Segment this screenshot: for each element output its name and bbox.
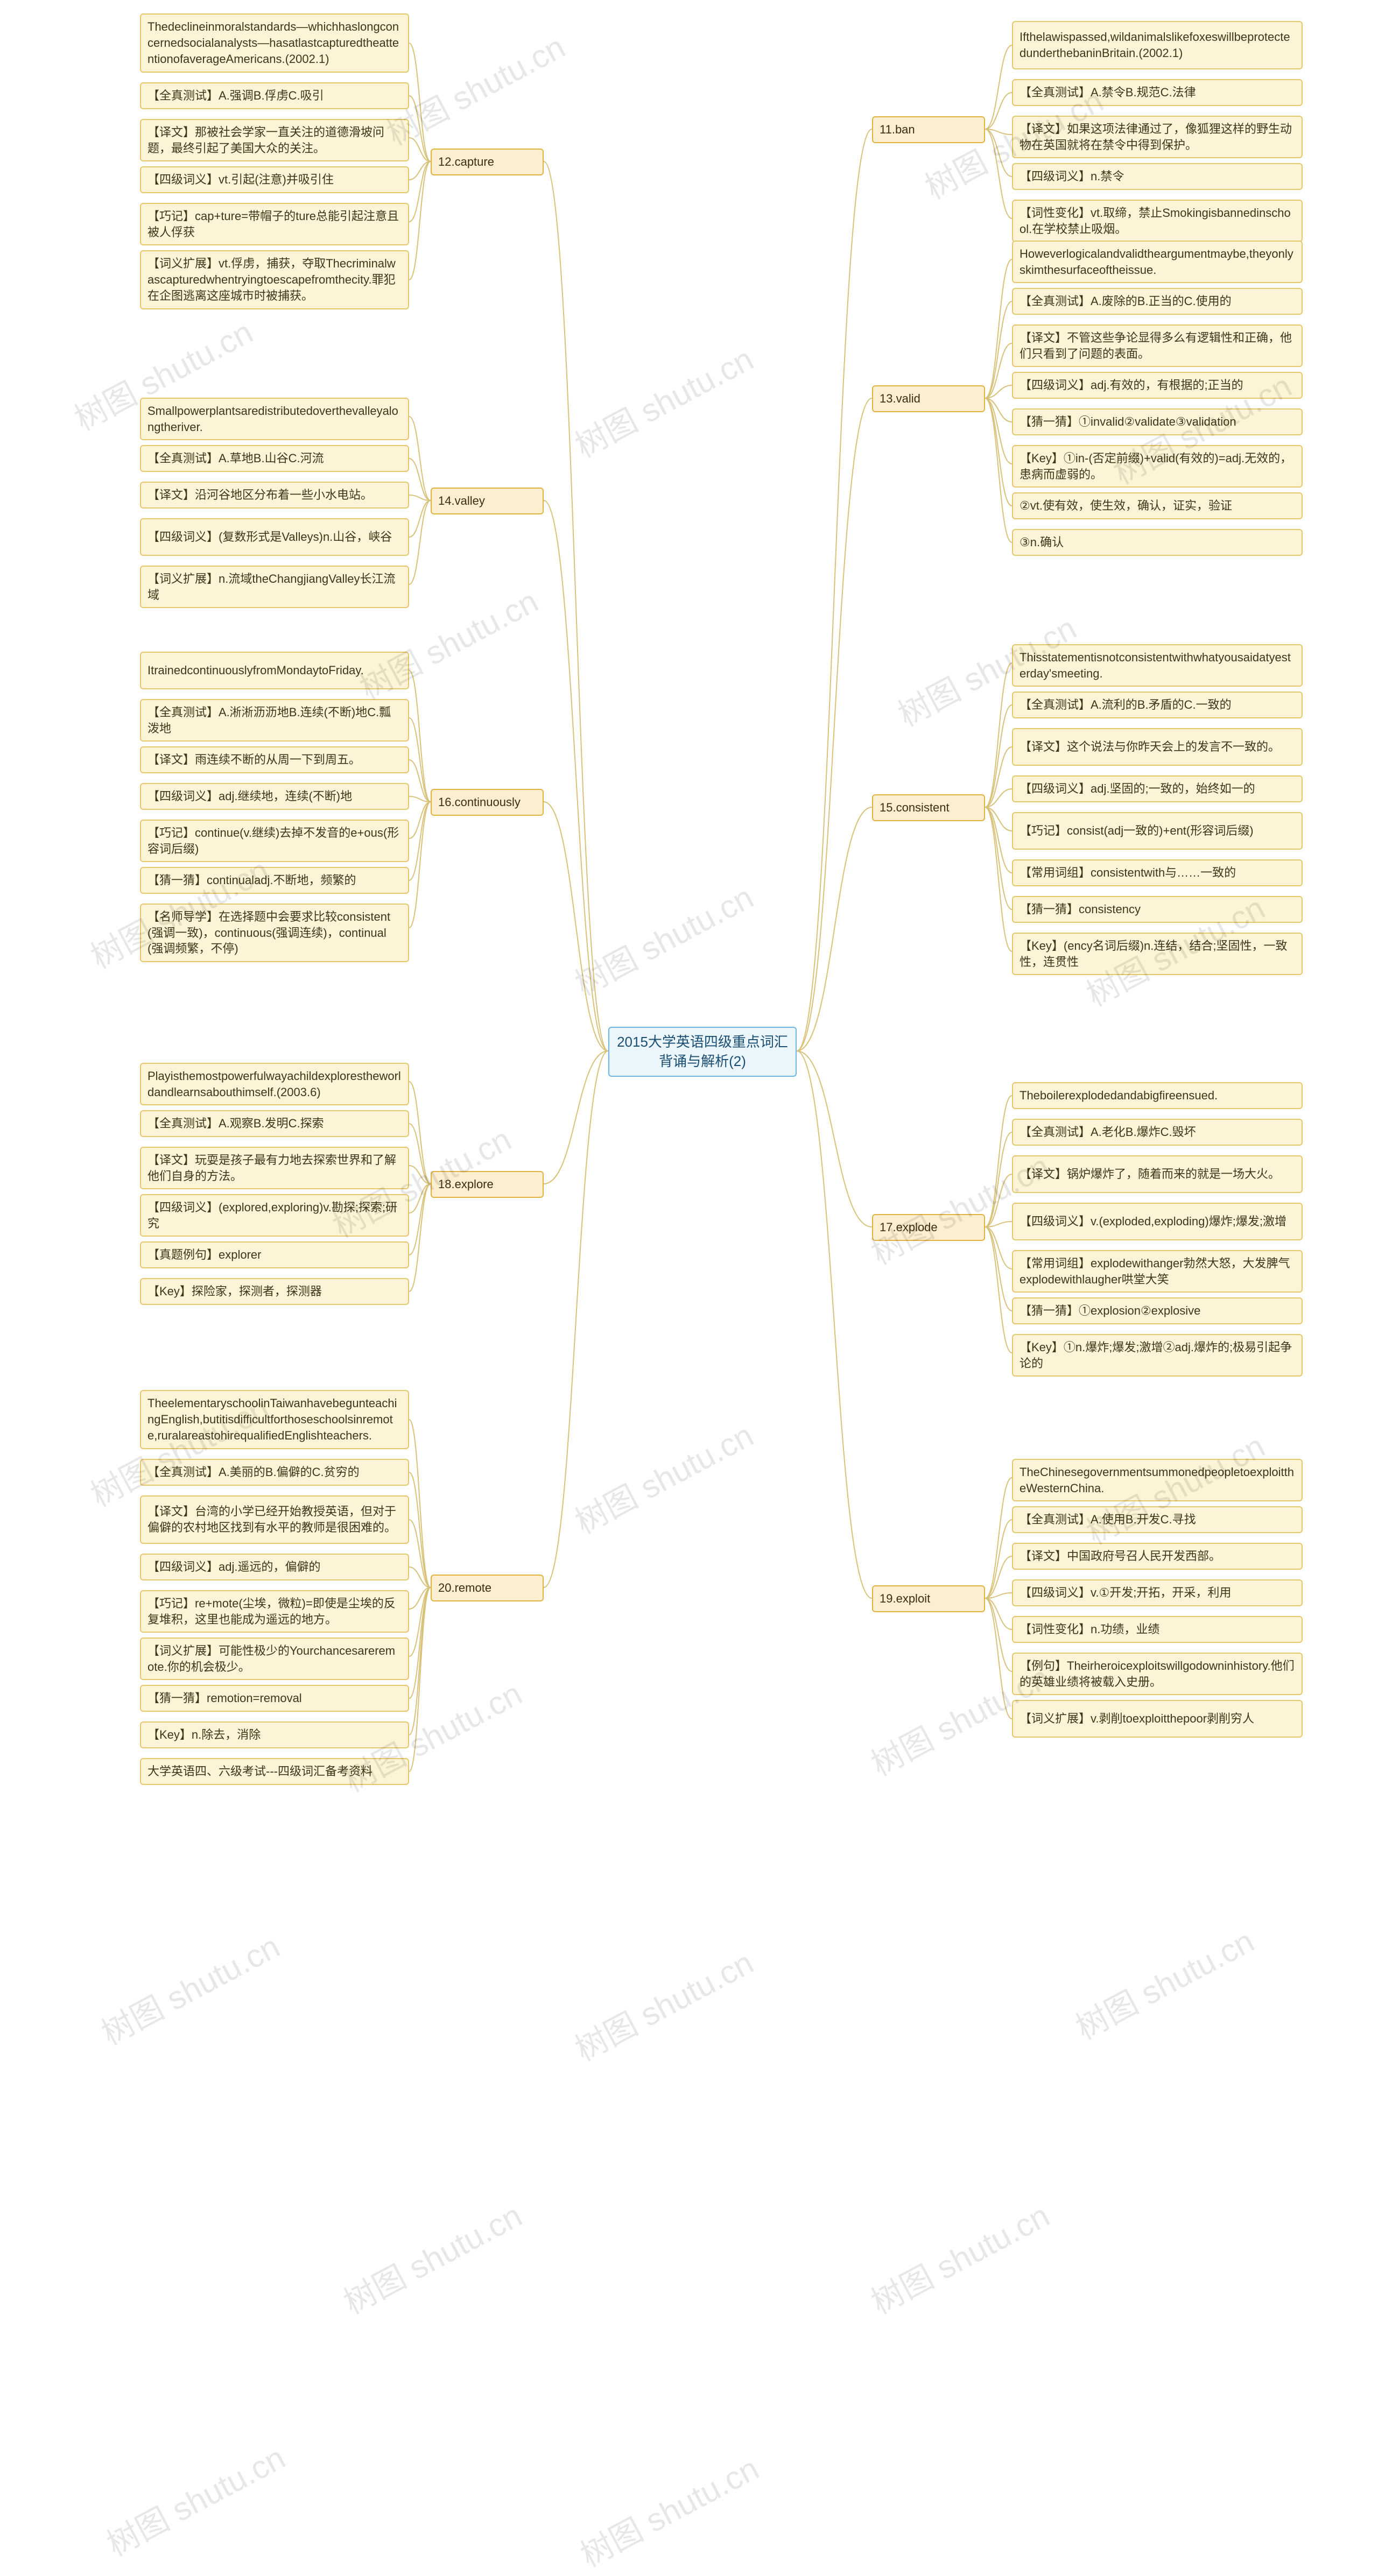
leaf-exploit-3: 【四级词义】v.①开发;开拓，开采，利用 [1012,1579,1303,1606]
watermark: 树图 shutu.cn [862,2190,1057,2323]
leaf-explode-5: 【猜一猜】①explosion②explosive [1012,1297,1303,1324]
leaf-consistent-3: 【四级词义】adj.坚固的;一致的，始终如一的 [1012,775,1303,802]
leaf-valid-5: 【Key】①in-(否定前缀)+valid(有效的)=adj.无效的，患病而虚弱… [1012,445,1303,488]
leaf-exploit-4: 【词性变化】n.功绩，业绩 [1012,1616,1303,1643]
word-explode: 17.explode [872,1214,985,1241]
leaf-continuously-5: 【猜一猜】continualadj.不断地，频繁的 [140,867,409,894]
watermark: 树图 shutu.cn [1066,1916,1261,2049]
leaf-consistent-1: 【全真测试】A.流利的B.矛盾的C.一致的 [1012,691,1303,718]
watermark: 树图 shutu.cn [92,1921,287,2054]
leaf-continuously-0: ItrainedcontinuouslyfromMondaytoFriday. [140,652,409,689]
leaf-continuously-3: 【四级词义】adj.继续地，连续(不断)地 [140,783,409,810]
leaf-valid-0: Howeverlogicalandvalidtheargumentmaybe,t… [1012,241,1303,283]
leaf-remote-1: 【全真测试】A.美丽的B.偏僻的C.贫穷的 [140,1459,409,1486]
leaf-valid-4: 【猜一猜】①invalid②validate③validation [1012,408,1303,435]
leaf-ban-4: 【词性变化】vt.取缔，禁止Smokingisbannedinschool.在学… [1012,200,1303,242]
leaf-explore-4: 【真题例句】explorer [140,1241,409,1268]
leaf-explore-3: 【四级词义】(explored,exploring)v.勘探;探索;研究 [140,1194,409,1237]
leaf-valley-1: 【全真测试】A.草地B.山谷C.河流 [140,445,409,472]
leaf-explode-4: 【常用词组】explodewithanger勃然大怒，大发脾气explodewi… [1012,1250,1303,1293]
word-valid: 13.valid [872,385,985,412]
watermark: 树图 shutu.cn [566,1410,761,1543]
root-node: 2015大学英语四级重点词汇背诵与解析(2) [608,1027,797,1077]
leaf-remote-6: 【猜一猜】remotion=removal [140,1685,409,1712]
leaf-remote-3: 【四级词义】adj.遥远的，偏僻的 [140,1554,409,1580]
leaf-consistent-7: 【Key】(ency名词后缀)n.连结，结合;坚固性，一致性，连贯性 [1012,933,1303,975]
leaf-explode-3: 【四级词义】v.(exploded,exploding)爆炸;爆发;激增 [1012,1203,1303,1240]
mindmap-stage: 2015大学英语四级重点词汇背诵与解析(2) 11.ban Ifthelawispa… [0,0,1378,2554]
watermark: 树图 shutu.cn [97,2432,292,2565]
leaf-explore-1: 【全真测试】A.观察B.发明C.探索 [140,1110,409,1137]
word-continuously: 16.continuously [431,789,544,816]
leaf-capture-1: 【全真测试】A.强调B.俘虏C.吸引 [140,82,409,109]
leaf-remote-7: 【Key】n.除去，消除 [140,1721,409,1748]
leaf-valley-4: 【词义扩展】n.流域theChangjiangValley长江流域 [140,566,409,608]
leaf-continuously-4: 【巧记】continue(v.继续)去掉不发音的e+ous(形容词后缀) [140,820,409,862]
leaf-valid-3: 【四级词义】adj.有效的，有根据的;正当的 [1012,372,1303,399]
leaf-capture-3: 【四级词义】vt.引起(注意)并吸引住 [140,166,409,193]
leaf-capture-5: 【词义扩展】vt.俘虏，捕获，夺取Thecriminalwascapturedw… [140,250,409,309]
leaf-consistent-4: 【巧记】consist(adj一致的)+ent(形容词后缀) [1012,812,1303,850]
leaf-explode-6: 【Key】①n.爆炸;爆发;激增②adj.爆炸的;极易引起争论的 [1012,1334,1303,1377]
leaf-valid-1: 【全真测试】A.废除的B.正当的C.使用的 [1012,288,1303,315]
word-exploit: 19.exploit [872,1585,985,1612]
leaf-explode-2: 【译文】锅炉爆炸了，随着而来的就是一场大火。 [1012,1155,1303,1193]
leaf-continuously-2: 【译文】雨连续不断的从周一下到周五。 [140,746,409,773]
leaf-explore-0: Playisthemostpowerfulwayachildexploresth… [140,1063,409,1105]
watermark: 树图 shutu.cn [566,872,761,1005]
word-valley: 14.valley [431,488,544,514]
leaf-continuously-1: 【全真测试】A.淅淅沥沥地B.连续(不断)地C.瓢泼地 [140,699,409,742]
leaf-ban-1: 【全真测试】A.禁令B.规范C.法律 [1012,79,1303,106]
watermark: 树图 shutu.cn [334,2190,529,2323]
leaf-valid-2: 【译文】不管这些争论显得多么有逻辑性和正确，他们只看到了问题的表面。 [1012,324,1303,367]
word-consistent: 15.consistent [872,794,985,821]
leaf-valid-7: ③n.确认 [1012,529,1303,556]
leaf-ban-3: 【四级词义】n.禁令 [1012,163,1303,190]
word-ban: 11.ban [872,116,985,143]
leaf-valley-3: 【四级词义】(复数形式是Valleys)n.山谷，峡谷 [140,518,409,556]
leaf-consistent-0: Thisstatementisnotconsistentwithwhatyous… [1012,644,1303,687]
leaf-capture-4: 【巧记】cap+ture=带帽子的ture总能引起注意且被人俘获 [140,203,409,245]
leaf-exploit-6: 【词义扩展】v.剥削toexploitthepoor剥削穷人 [1012,1700,1303,1738]
leaf-valley-0: Smallpowerplantsaredistributedovertheval… [140,398,409,440]
leaf-capture-0: Thedeclineinmoralstandards—whichhaslongc… [140,13,409,73]
leaf-consistent-5: 【常用词组】consistentwith与……一致的 [1012,859,1303,886]
leaf-explode-0: Theboilerexplodedandabigfireensued. [1012,1082,1303,1109]
leaf-consistent-2: 【译文】这个说法与你昨天会上的发言不一致的。 [1012,728,1303,766]
leaf-remote-0: TheelementaryschoolinTaiwanhavebegunteac… [140,1390,409,1449]
leaf-valid-6: ②vt.使有效，使生效，确认，证实，验证 [1012,492,1303,519]
leaf-explode-1: 【全真测试】A.老化B.爆炸C.毁坏 [1012,1119,1303,1146]
watermark: 树图 shutu.cn [566,1937,761,2070]
leaf-ban-2: 【译文】如果这项法律通过了，像狐狸这样的野生动物在英国就将在禁令中得到保护。 [1012,116,1303,158]
leaf-remote-8: 大学英语四、六级考试---四级词汇备考资料 [140,1758,409,1785]
leaf-continuously-6: 【名师导学】在选择题中会要求比较consistent(强调一致)，continu… [140,904,409,962]
leaf-ban-0: Ifthelawispassed,wildanimalslikefoxeswil… [1012,21,1303,69]
word-remote: 20.remote [431,1575,544,1601]
leaf-exploit-5: 【例句】Theirheroicexploitswillgodowninhisto… [1012,1653,1303,1695]
leaf-exploit-2: 【译文】中国政府号召人民开发西部。 [1012,1543,1303,1570]
leaf-exploit-0: TheChinesegovernmentsummonedpeopletoexpl… [1012,1459,1303,1501]
leaf-remote-2: 【译文】台湾的小学已经开始教授英语，但对于偏僻的农村地区找到有水平的教师是很困难… [140,1495,409,1544]
leaf-explore-2: 【译文】玩耍是孩子最有力地去探索世界和了解他们自身的方法。 [140,1147,409,1189]
leaf-remote-4: 【巧记】re+mote(尘埃，微粒)=即使是尘埃的反复堆积，这里也能成为遥远的地… [140,1590,409,1633]
leaf-explore-5: 【Key】探险家，探测者，探测器 [140,1278,409,1305]
watermark: 树图 shutu.cn [566,334,761,467]
leaf-consistent-6: 【猜一猜】consistency [1012,896,1303,923]
leaf-capture-2: 【译文】那被社会学家一直关注的道德滑坡问题，最终引起了美国大众的关注。 [140,119,409,161]
word-explore: 18.explore [431,1171,544,1198]
watermark: 树图 shutu.cn [571,2443,766,2576]
leaf-valley-2: 【译文】沿河谷地区分布着一些小水电站。 [140,482,409,509]
leaf-remote-5: 【词义扩展】可能性极少的Yourchancesareremote.你的机会极少。 [140,1638,409,1680]
leaf-exploit-1: 【全真测试】A.使用B.开发C.寻找 [1012,1506,1303,1533]
word-capture: 12.capture [431,149,544,175]
